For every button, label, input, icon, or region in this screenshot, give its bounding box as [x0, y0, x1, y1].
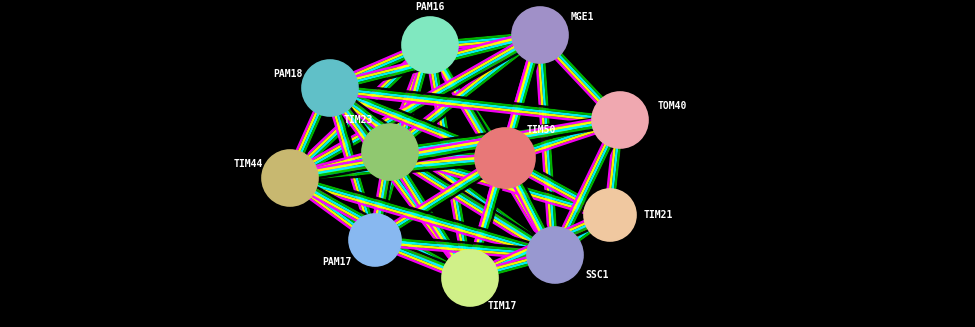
- Text: TIM50: TIM50: [526, 125, 556, 135]
- Text: TIM44: TIM44: [233, 159, 262, 169]
- Circle shape: [475, 128, 535, 188]
- Text: PAM17: PAM17: [323, 257, 352, 267]
- Circle shape: [402, 17, 458, 73]
- Circle shape: [592, 92, 648, 148]
- Text: TIM23: TIM23: [343, 115, 372, 125]
- Circle shape: [302, 60, 358, 116]
- Text: MGE1: MGE1: [570, 12, 594, 22]
- Circle shape: [442, 250, 498, 306]
- Text: PAM18: PAM18: [273, 69, 302, 79]
- Text: SSC1: SSC1: [585, 270, 608, 280]
- Circle shape: [527, 227, 583, 283]
- Circle shape: [262, 150, 318, 206]
- Text: TIM17: TIM17: [488, 301, 517, 311]
- Circle shape: [512, 7, 568, 63]
- Circle shape: [584, 189, 636, 241]
- Text: TOM40: TOM40: [657, 101, 686, 111]
- Circle shape: [362, 124, 418, 180]
- Text: TIM21: TIM21: [644, 210, 673, 220]
- Circle shape: [349, 214, 401, 266]
- Text: PAM16: PAM16: [415, 2, 445, 12]
